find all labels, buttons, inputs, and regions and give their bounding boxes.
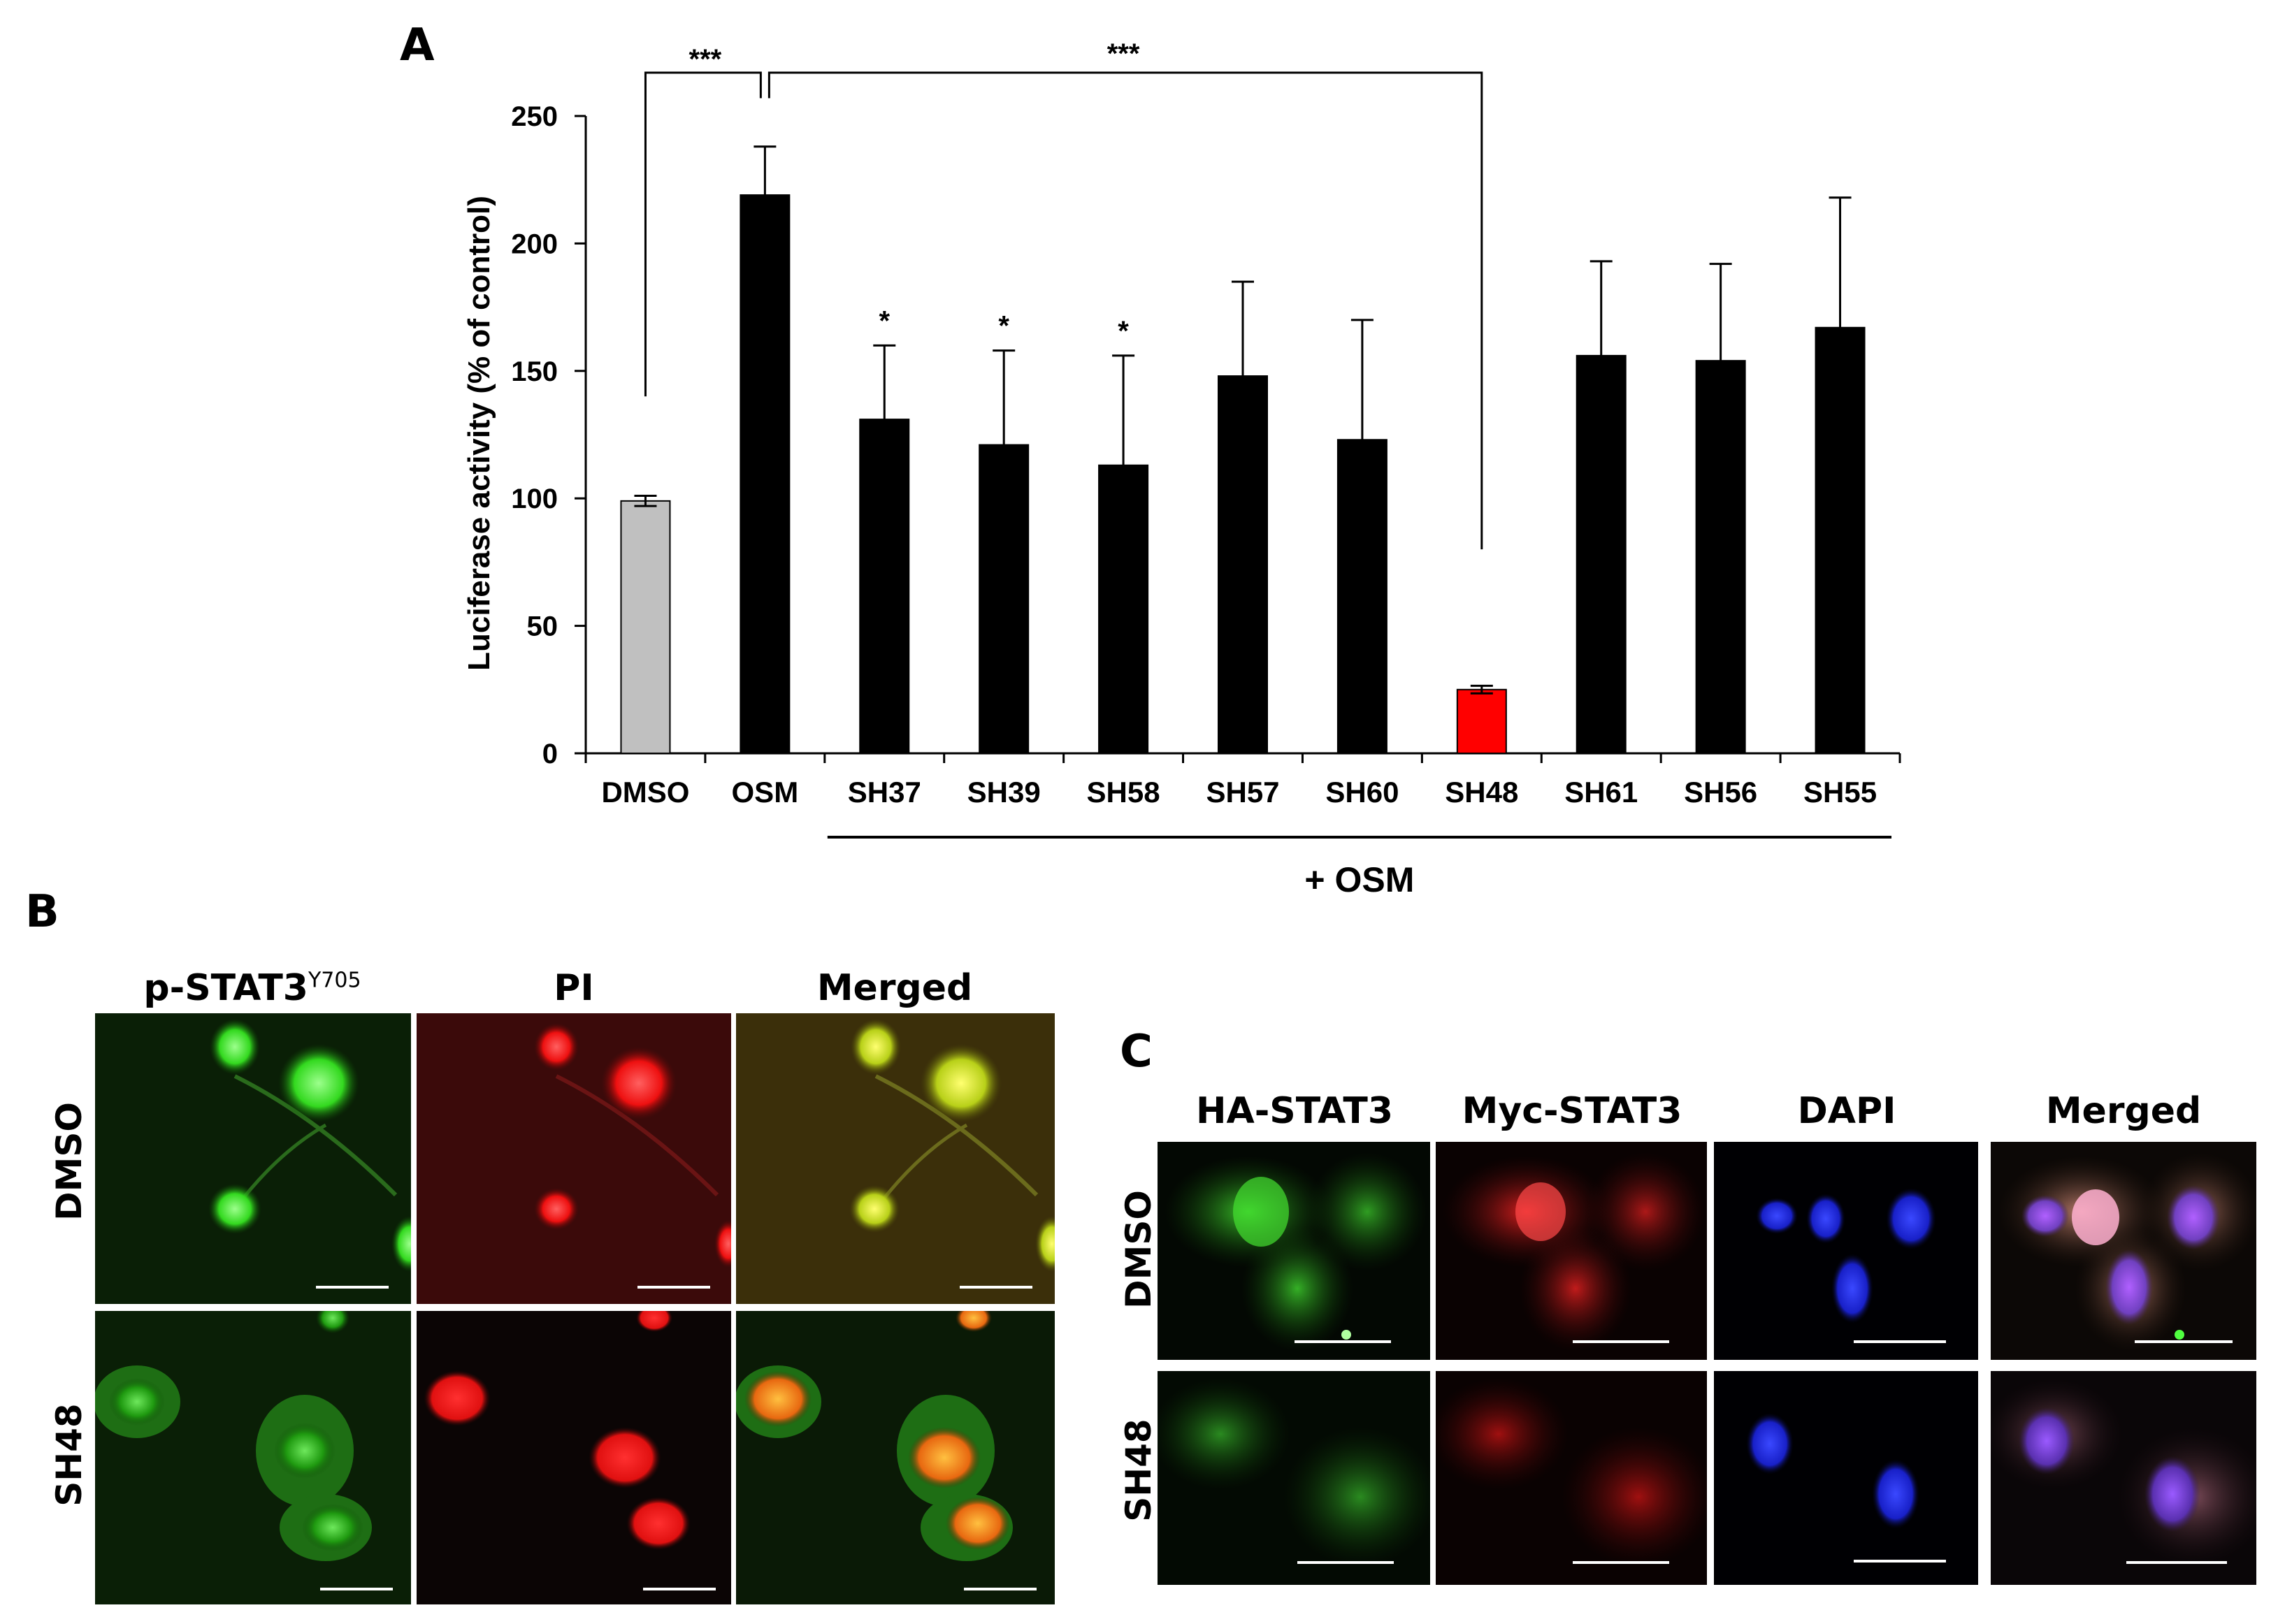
bracket-label: ***	[689, 44, 722, 75]
bar-sh58	[1098, 464, 1149, 754]
group-label: + OSM	[1304, 860, 1414, 899]
panel-b-col-header-1-text: p-STAT3	[143, 967, 308, 1009]
bar-sh55	[1815, 326, 1866, 754]
significance-marker: *	[998, 311, 1009, 342]
scale-bar	[320, 1588, 393, 1590]
panel-c-col-header-3: DAPI	[1797, 1090, 1896, 1132]
scale-bar	[1297, 1561, 1394, 1564]
bar-sh37	[859, 419, 910, 754]
panel-b-row-header-2: SH48	[49, 1403, 89, 1507]
scale-bar	[1295, 1340, 1391, 1343]
scale-bar	[1573, 1340, 1669, 1343]
scale-bar	[2135, 1340, 2233, 1343]
panel-c-col-header-4: Merged	[2045, 1090, 2202, 1132]
x-tick-label: OSM	[732, 776, 799, 809]
micrograph-b-pi-dmso	[417, 1013, 731, 1304]
panel-b-col-header-1-sup: Y705	[308, 968, 361, 993]
micrograph-b-pi-sh48	[417, 1311, 731, 1604]
micrograph-c-ha-dmso	[1158, 1142, 1430, 1360]
panel-c-row-header-2: SH48	[1118, 1419, 1159, 1522]
bracket-dmso-osm	[644, 71, 762, 397]
x-tick-label: SH39	[967, 776, 1041, 809]
significance-marker: *	[1118, 316, 1129, 347]
panel-c-col-header-1: HA-STAT3	[1195, 1090, 1394, 1132]
micrograph-c-dapi-sh48	[1714, 1371, 1978, 1585]
bar-sh57	[1218, 375, 1268, 754]
panel-b-col-header-2: PI	[554, 967, 594, 1009]
y-axis-label: Luciferase activity (% of control)	[462, 196, 496, 671]
micrograph-b-pstat3-sh48	[95, 1311, 411, 1604]
panel-label-b: B	[25, 886, 59, 938]
x-tick-label: SH61	[1564, 776, 1638, 809]
bracket-label: ***	[1107, 38, 1140, 69]
micrograph-c-myc-dmso	[1436, 1142, 1707, 1360]
scale-bar	[960, 1286, 1032, 1289]
y-tick-label: 100	[511, 484, 558, 514]
scale-bar	[637, 1286, 710, 1289]
panel-c-col-header-2: Myc-STAT3	[1462, 1090, 1682, 1132]
bar-dmso	[620, 500, 671, 755]
micrograph-c-dapi-dmso	[1714, 1142, 1978, 1360]
panel-b-col-header-1: p-STAT3Y705	[95, 967, 410, 1009]
micrograph-b-merged-dmso	[736, 1013, 1055, 1304]
y-tick-label: 250	[511, 101, 558, 132]
x-tick-label: SH56	[1684, 776, 1757, 809]
x-tick-label: SH55	[1803, 776, 1877, 809]
y-tick-label: 150	[511, 356, 558, 387]
bar-sh56	[1695, 360, 1746, 754]
panel-label-c: C	[1120, 1026, 1153, 1078]
micrograph-c-ha-sh48	[1158, 1371, 1430, 1585]
x-tick-label: SH58	[1087, 776, 1160, 809]
micrograph-c-myc-sh48	[1436, 1371, 1707, 1585]
scale-bar	[1854, 1340, 1946, 1343]
scale-bar	[643, 1588, 716, 1590]
panel-label-a: A	[400, 20, 435, 71]
bar-sh48	[1456, 688, 1507, 754]
scale-bar	[316, 1286, 389, 1289]
scale-bar	[1573, 1561, 1669, 1564]
y-tick-label: 0	[542, 739, 558, 769]
bracket-osm-sh48	[767, 71, 1483, 550]
bar-sh60	[1336, 439, 1387, 755]
micrograph-b-merged-sh48	[736, 1311, 1055, 1604]
panel-b-col-header-3: Merged	[816, 967, 973, 1009]
x-tick-label: SH60	[1325, 776, 1399, 809]
scale-bar	[1854, 1560, 1946, 1563]
bar-chart: Luciferase activity (% of control) 0 50 10…	[462, 38, 1901, 899]
x-tick-label: DMSO	[601, 776, 689, 809]
x-tick-label: SH48	[1445, 776, 1518, 809]
y-tick-label: 50	[527, 611, 558, 642]
scale-bar	[2126, 1561, 2227, 1564]
micrograph-b-pstat3-dmso	[95, 1013, 411, 1304]
x-tick-label: SH37	[848, 776, 921, 809]
y-tick-label: 200	[511, 229, 558, 259]
micrograph-c-merged-sh48	[1991, 1371, 2256, 1585]
panel-b-row-header-1: DMSO	[49, 1102, 89, 1221]
scale-bar	[964, 1588, 1037, 1590]
significance-marker: *	[879, 305, 890, 336]
bar-sh61	[1576, 354, 1627, 754]
x-tick-label: SH57	[1206, 776, 1279, 809]
bar-osm	[740, 194, 791, 754]
micrograph-c-merged-dmso	[1991, 1142, 2256, 1360]
bar-sh39	[979, 444, 1030, 754]
